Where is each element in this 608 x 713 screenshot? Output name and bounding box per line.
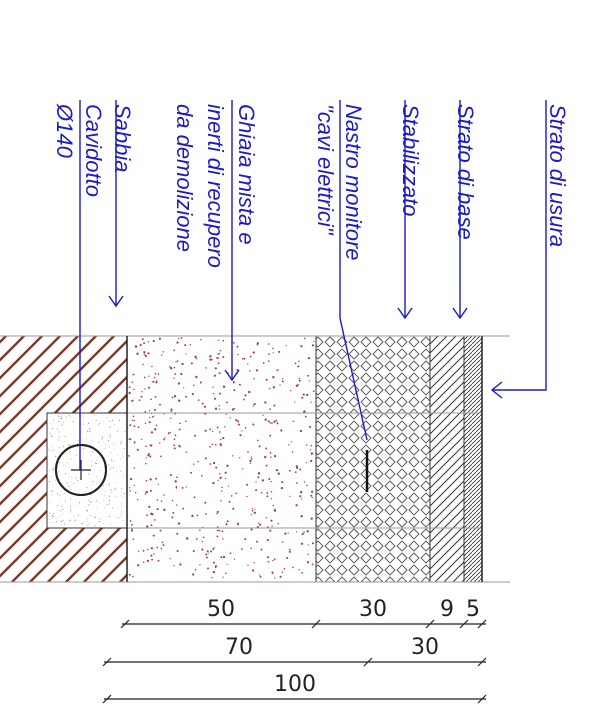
svg-text:Cavidotto: Cavidotto [81,104,106,197]
svg-text:da demolizione: da demolizione [172,104,197,252]
label-nastro-monitore: Nastro monitore "cavi elettrici" [313,104,366,261]
dim-9: 9 [440,597,454,622]
dim-5: 5 [466,597,480,622]
layer-strato-base [429,335,465,583]
svg-text:"cavi elettrici": "cavi elettrici" [313,104,338,236]
dim-30-b: 30 [411,635,439,660]
label-stabilizzato: Stabilizzato [398,104,423,217]
svg-text:Strato di usura: Strato di usura [545,104,570,247]
svg-text:Ghiaia mista e: Ghiaia mista e [234,104,259,245]
svg-text:Ø140: Ø140 [52,103,77,159]
svg-text:Stabilizzato: Stabilizzato [398,104,423,217]
dim-50: 50 [207,597,235,622]
layer-stabilizzato [315,335,431,583]
svg-text:inerti di recupero: inerti di recupero [203,104,228,268]
label-sabbia: Sabbia [110,104,135,173]
leader-lines [79,100,547,470]
svg-text:Sabbia: Sabbia [110,104,135,173]
svg-text:Nastro monitore: Nastro monitore [341,104,366,261]
cable-duct-pipe [55,444,107,496]
label-ghiaia: Ghiaia mista e inerti di recupero da dem… [172,104,259,268]
label-strato-usura: Strato di usura [545,104,570,247]
layer-ghiaia [126,335,317,583]
dimension-lines [102,619,487,704]
dim-100: 100 [274,672,316,697]
dimension-texts: 50 30 9 5 70 30 100 [207,597,480,697]
layer-strato-usura [463,335,483,583]
svg-text:Strato di base: Strato di base [453,104,478,240]
dim-70: 70 [225,635,253,660]
dim-30-a: 30 [359,597,387,622]
label-strato-base: Strato di base [453,104,478,240]
label-cavidotto: Cavidotto Ø140 [52,103,106,197]
